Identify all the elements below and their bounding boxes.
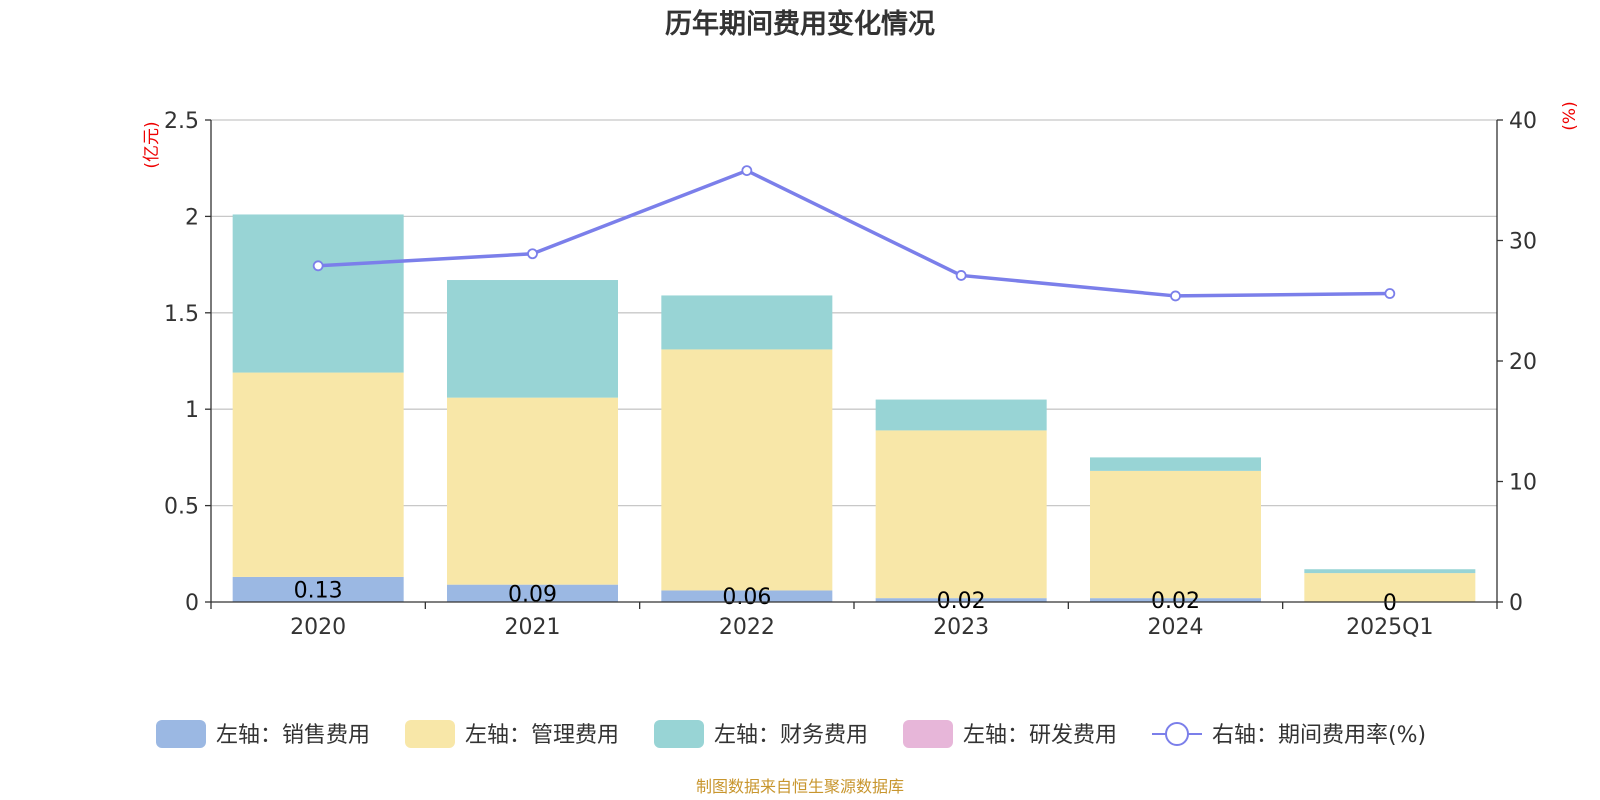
legend-item: 右轴：期间费用率(%) xyxy=(1152,722,1426,748)
x-axis-tick-label: 2023 xyxy=(933,615,989,640)
bar xyxy=(232,576,404,602)
line-point xyxy=(1170,290,1181,302)
bar xyxy=(1090,470,1261,599)
left-axis-tick-label: 1.5 xyxy=(164,302,199,327)
legend-item: 左轴：财务费用 xyxy=(654,720,868,748)
bar xyxy=(232,214,404,373)
bar xyxy=(661,349,833,591)
right-axis-unit: (%) xyxy=(1560,101,1580,130)
axes: 0 0.5 1 1.5 2 2.5 0 10 20 30 40 2020 2021 2022 2023 202… xyxy=(164,109,1537,640)
x-axis-tick-label: 2021 xyxy=(505,615,561,640)
right-axis-tick-label: 0 xyxy=(1509,591,1523,616)
legend-swatch xyxy=(903,720,953,748)
bar xyxy=(1304,573,1476,602)
line-point xyxy=(955,270,967,281)
left-axis-unit: (亿元) xyxy=(142,121,162,168)
legend: 左轴：销售费用 左轴：管理费用 左轴：财务费用 左轴：研发费用 右轴：期间费用率(%) xyxy=(156,720,1426,748)
left-axis-tick-label: 2 xyxy=(185,205,199,230)
legend-label: 左轴：研发费用 xyxy=(963,723,1117,748)
legend-label: 右轴：期间费用率(%) xyxy=(1212,723,1426,748)
bar-data-label: 0.13 xyxy=(294,578,343,603)
bar xyxy=(875,430,1047,599)
legend-label: 左轴：财务费用 xyxy=(714,723,868,748)
bar-data-label: 0 xyxy=(1383,591,1397,616)
bar xyxy=(447,584,618,602)
chart-title: 历年期间费用变化情况 xyxy=(665,8,935,40)
line-point xyxy=(312,260,324,272)
bar-data-label: 0.09 xyxy=(508,582,557,607)
legend-swatch xyxy=(654,720,704,748)
bar-series xyxy=(232,214,1476,602)
left-axis-tick-label: 0 xyxy=(185,591,199,616)
right-axis-tick-label: 20 xyxy=(1509,350,1537,375)
bar xyxy=(661,295,833,350)
line-point xyxy=(1384,288,1396,299)
bar xyxy=(1090,457,1261,471)
bar xyxy=(661,590,833,602)
line-path xyxy=(318,168,1390,298)
x-axis-tick-label: 2020 xyxy=(290,615,346,640)
legend-item: 左轴：销售费用 xyxy=(156,720,370,748)
bar xyxy=(875,598,1047,602)
line-point xyxy=(527,248,538,260)
bar xyxy=(1304,569,1476,574)
left-axis-tick-label: 1 xyxy=(185,398,199,423)
legend-swatch xyxy=(156,720,206,748)
legend-item: 左轴：研发费用 xyxy=(903,720,1117,748)
legend-swatch xyxy=(405,720,455,748)
legend-label: 左轴：销售费用 xyxy=(216,723,370,748)
bar xyxy=(447,280,618,398)
left-axis-tick-label: 0.5 xyxy=(164,495,199,520)
x-axis-tick-label: 2024 xyxy=(1148,615,1204,640)
x-axis-tick-label: 2025Q1 xyxy=(1346,615,1433,640)
line-series xyxy=(312,165,1396,302)
left-axis-tick-label: 2.5 xyxy=(164,109,199,134)
bar xyxy=(1090,598,1261,602)
grid-lines xyxy=(211,119,1497,507)
bar-data-label: 0.06 xyxy=(722,585,771,610)
right-axis-tick-label: 30 xyxy=(1509,230,1537,255)
line-point xyxy=(741,165,753,177)
legend-label: 左轴：管理费用 xyxy=(465,723,619,748)
legend-marker xyxy=(1165,722,1189,746)
bar xyxy=(447,397,618,585)
x-axis-tick-label: 2022 xyxy=(719,615,775,640)
legend-item: 左轴：管理费用 xyxy=(405,720,619,748)
right-axis-tick-label: 10 xyxy=(1509,471,1537,496)
right-axis-tick-label: 40 xyxy=(1509,109,1537,134)
bar xyxy=(875,399,1047,431)
bar xyxy=(232,372,404,577)
source-note: 制图数据来自恒生聚源数据库 xyxy=(696,777,904,796)
